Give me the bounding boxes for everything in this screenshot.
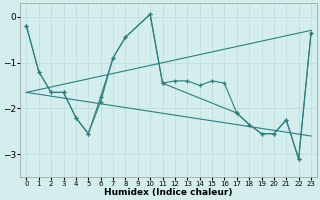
X-axis label: Humidex (Indice chaleur): Humidex (Indice chaleur): [104, 188, 233, 197]
